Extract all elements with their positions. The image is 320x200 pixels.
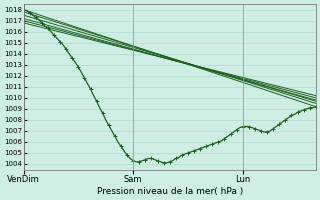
X-axis label: Pression niveau de la mer( hPa ): Pression niveau de la mer( hPa ) xyxy=(97,187,243,196)
